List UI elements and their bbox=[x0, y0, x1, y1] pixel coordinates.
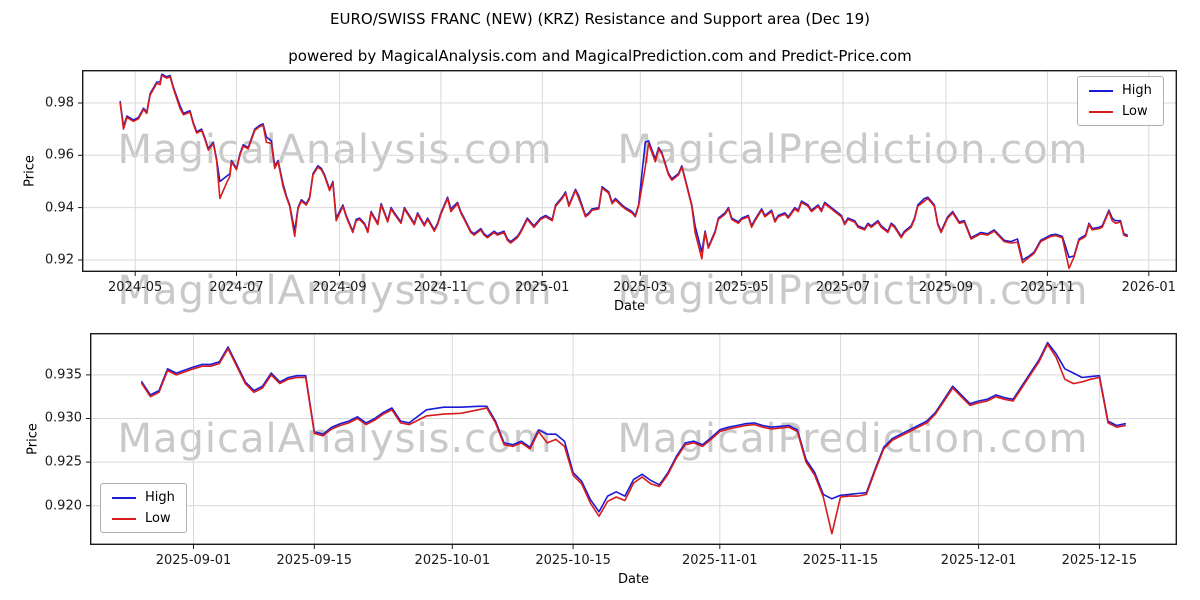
axes-border bbox=[89, 332, 1177, 546]
y-tick-label: 0.925 bbox=[44, 454, 82, 470]
legend-item-high: High bbox=[112, 490, 175, 505]
price-chart-main bbox=[78, 69, 1177, 276]
price-chart-detail bbox=[86, 332, 1177, 549]
x-tick-label: 2025-09-01 bbox=[155, 553, 232, 568]
x-tick-label: 2025-11 bbox=[1020, 280, 1075, 295]
legend-item-high: High bbox=[1089, 83, 1152, 98]
chart-subtitle: powered by MagicalAnalysis.com and Magic… bbox=[288, 47, 912, 65]
high-line-swatch-icon bbox=[1089, 89, 1113, 92]
x-tick-label: 2025-12-01 bbox=[940, 553, 1017, 568]
legend-label: Low bbox=[145, 511, 171, 526]
x-axis-label: Date bbox=[617, 572, 650, 587]
legend-label: High bbox=[145, 490, 175, 505]
high-line-swatch-icon bbox=[112, 496, 136, 499]
legend-item-low: Low bbox=[1089, 104, 1152, 119]
x-tick-label: 2025-09 bbox=[918, 280, 974, 295]
high-line bbox=[140, 341, 1126, 513]
high-line bbox=[119, 73, 1128, 261]
watermark-text: MagicalPrediction.com bbox=[617, 268, 1089, 314]
x-tick-label: 2026-01 bbox=[1121, 280, 1176, 295]
y-tick-label: 0.98 bbox=[45, 95, 74, 111]
x-tick-label: 2025-01 bbox=[515, 280, 570, 295]
x-tick-label: 2025-05 bbox=[714, 280, 769, 295]
axes-border bbox=[81, 69, 1177, 273]
x-tick-label: 2025-12-15 bbox=[1061, 553, 1138, 568]
y-axis-label: Price bbox=[25, 423, 41, 455]
low-line bbox=[119, 74, 1128, 270]
x-tick-label: 2024-05 bbox=[107, 280, 163, 295]
x-tick-label: 2025-10-15 bbox=[535, 553, 611, 568]
x-tick-label: 2025-07 bbox=[815, 280, 871, 295]
watermark-text: MagicalAnalysis.com bbox=[117, 268, 553, 314]
y-tick-label: 0.935 bbox=[44, 367, 82, 383]
y-tick-label: 0.96 bbox=[45, 147, 74, 163]
y-tick-label: 0.930 bbox=[44, 410, 82, 426]
y-tick-label: 0.94 bbox=[45, 200, 74, 216]
x-tick-label: 2025-11-15 bbox=[802, 553, 879, 568]
legend-top-right: High Low bbox=[1077, 76, 1164, 126]
chart-title: EURO/SWISS FRANC (NEW) (KRZ) Resistance … bbox=[330, 10, 870, 28]
legend-item-low: Low bbox=[112, 511, 175, 526]
x-tick-label: 2025-09-15 bbox=[276, 553, 353, 568]
x-tick-label: 2025-11-01 bbox=[681, 553, 758, 568]
x-tick-label: 2024-09 bbox=[312, 280, 367, 295]
x-tick-label: 2024-11 bbox=[413, 280, 469, 295]
x-tick-label: 2025-03 bbox=[613, 280, 668, 295]
watermark-text: MagicalPrediction.com bbox=[617, 416, 1089, 462]
watermark-text: MagicalPrediction.com bbox=[617, 127, 1089, 173]
x-axis-label: Date bbox=[613, 299, 646, 314]
y-axis-label: Price bbox=[22, 155, 38, 187]
legend-bottom-left: High Low bbox=[100, 483, 187, 533]
low-line bbox=[140, 343, 1126, 535]
y-tick-label: 0.920 bbox=[44, 498, 82, 514]
legend-label: Low bbox=[1122, 104, 1148, 119]
low-line-swatch-icon bbox=[1089, 110, 1113, 113]
y-tick-label: 0.92 bbox=[45, 252, 74, 268]
watermark-text: MagicalAnalysis.com bbox=[117, 127, 553, 173]
watermark-text: MagicalAnalysis.com bbox=[117, 416, 553, 462]
x-tick-label: 2024-07 bbox=[209, 280, 264, 295]
legend-label: High bbox=[1122, 83, 1152, 98]
x-tick-label: 2025-10-01 bbox=[414, 553, 491, 568]
low-line-swatch-icon bbox=[112, 517, 136, 520]
